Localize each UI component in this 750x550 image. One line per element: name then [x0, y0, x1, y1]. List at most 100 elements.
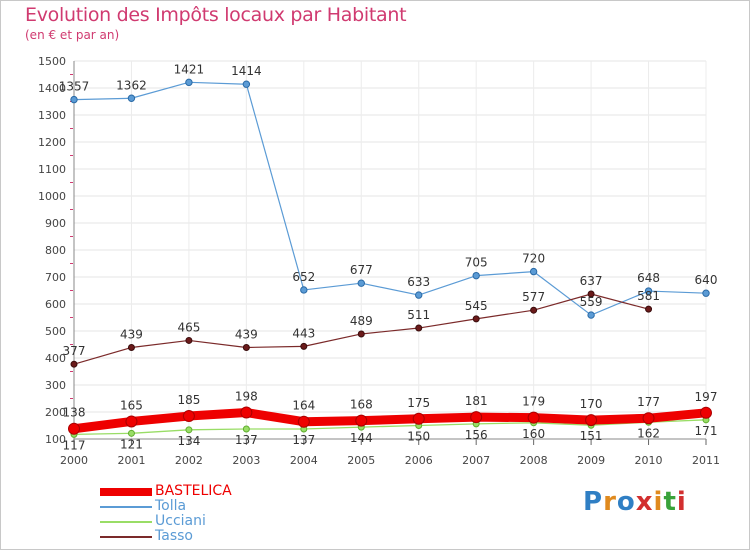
- proxiti-logo: Proxiti: [583, 487, 687, 517]
- legend-item-ucciani: Ucciani: [100, 514, 300, 530]
- data-point-tasso: [415, 324, 423, 332]
- data-point-bastelica: [297, 415, 310, 428]
- legend-item-tolla: Tolla: [100, 498, 300, 515]
- data-point-tolla: [529, 267, 538, 276]
- legend-item-tasso: Tasso: [100, 528, 300, 545]
- chart-subtitle: (en € et par an): [25, 28, 120, 42]
- legend-label-tasso: Tasso: [155, 528, 193, 544]
- x-tick-label: 2000: [60, 454, 88, 467]
- logo-letter: o: [616, 487, 636, 517]
- data-label-tolla: 648: [637, 271, 660, 285]
- data-label-ucciani: 151: [580, 429, 603, 443]
- data-label-tasso: 581: [637, 289, 660, 303]
- data-label-tasso: 439: [235, 327, 258, 341]
- data-point-ucciani: [185, 426, 193, 434]
- data-point-bastelica: [585, 414, 598, 427]
- data-label-tasso: 545: [465, 299, 488, 313]
- logo-letter: t: [663, 487, 677, 517]
- legend-swatch-tasso: [100, 536, 152, 538]
- data-point-bastelica: [355, 414, 368, 427]
- data-label-ucciani: 117: [63, 438, 86, 452]
- data-point-tolla: [644, 287, 653, 295]
- y-tick-label: 600: [45, 298, 66, 311]
- data-label-bastelica: 197: [695, 390, 718, 404]
- x-tick-label: 2008: [520, 454, 548, 467]
- x-tick-label: 2002: [175, 454, 203, 467]
- data-label-tasso: 443: [292, 326, 315, 340]
- data-label-ucciani: 121: [120, 437, 143, 451]
- data-label-bastelica: 168: [350, 398, 373, 412]
- data-point-tasso: [357, 330, 365, 338]
- legend: BASTELICA Tolla Ucciani Tasso: [100, 484, 300, 545]
- y-tick-label: 800: [45, 244, 66, 257]
- series-line-tolla: [73, 81, 707, 316]
- data-label-tasso: 377: [63, 344, 86, 358]
- y-tick-label: 1000: [38, 190, 66, 203]
- data-point-tolla: [357, 279, 365, 287]
- data-label-tolla: 720: [522, 252, 545, 266]
- data-label-tolla: 1362: [116, 78, 147, 92]
- data-label-ucciani: 150: [407, 430, 430, 444]
- x-tick-label: 2010: [635, 454, 663, 467]
- data-label-bastelica: 181: [465, 394, 488, 408]
- x-tick-label: 2001: [117, 454, 145, 467]
- y-tick-label: 1400: [38, 82, 66, 95]
- data-label-tolla: 1357: [59, 80, 90, 94]
- data-point-bastelica: [642, 412, 655, 425]
- x-tick-label: 2005: [347, 454, 375, 467]
- data-label-tasso: 439: [120, 327, 143, 341]
- data-point-tasso: [300, 342, 308, 350]
- data-label-ucciani: 144: [350, 431, 373, 445]
- data-point-tasso: [242, 343, 250, 351]
- data-point-tolla: [472, 271, 480, 280]
- legend-label-tolla: Tolla: [155, 498, 187, 514]
- legend-item-bastelica: BASTELICA: [100, 484, 300, 500]
- x-tick-label: 2004: [290, 454, 318, 467]
- data-label-tasso: 511: [407, 308, 430, 322]
- y-tick-label: 100: [45, 433, 66, 446]
- series-line-bastelica: [69, 408, 711, 434]
- data-point-tasso: [472, 315, 480, 323]
- data-label-tolla: 640: [695, 273, 718, 287]
- data-point-tolla: [587, 311, 595, 319]
- y-tick-label: 200: [45, 406, 66, 419]
- y-tick-label: 500: [45, 325, 66, 338]
- x-tick-label: 2003: [232, 454, 260, 467]
- data-label-ucciani: 156: [465, 428, 488, 442]
- data-label-tasso: 637: [580, 274, 603, 288]
- data-point-tasso: [587, 290, 595, 298]
- data-label-bastelica: 198: [235, 390, 258, 404]
- data-label-tolla: 652: [292, 270, 315, 284]
- y-tick-label: 900: [45, 217, 66, 230]
- y-tick-label: 700: [45, 271, 66, 284]
- y-tick-label: 300: [45, 379, 66, 392]
- data-point-bastelica: [182, 410, 195, 423]
- data-point-tasso: [185, 336, 193, 344]
- data-label-ucciani: 162: [637, 426, 660, 440]
- data-label-bastelica: 185: [177, 393, 200, 407]
- data-point-tasso: [70, 360, 78, 368]
- data-point-tasso: [127, 343, 135, 351]
- data-label-bastelica: 179: [522, 395, 545, 409]
- data-label-tasso: 465: [177, 320, 200, 334]
- data-point-tolla: [415, 291, 423, 299]
- series-line-ucciani: [73, 419, 707, 436]
- chart-title: Evolution des Impôts locaux par Habitant: [25, 4, 407, 26]
- data-label-ucciani: 137: [292, 433, 315, 447]
- data-point-tasso: [645, 305, 653, 313]
- data-label-tasso: 489: [350, 314, 373, 328]
- data-point-tolla: [70, 95, 78, 104]
- data-point-tolla: [185, 78, 193, 87]
- data-label-ucciani: 134: [177, 434, 200, 448]
- data-point-tolla: [702, 289, 710, 297]
- data-label-bastelica: 164: [292, 399, 315, 413]
- data-point-bastelica: [412, 412, 425, 425]
- data-point-bastelica: [470, 411, 483, 424]
- data-label-bastelica: 138: [63, 406, 86, 420]
- data-point-tolla: [242, 80, 251, 88]
- logo-letter: P: [583, 487, 604, 517]
- y-tick-label: 1200: [38, 136, 66, 149]
- data-point-ucciani: [127, 429, 135, 437]
- y-tick-label: 1300: [38, 109, 66, 122]
